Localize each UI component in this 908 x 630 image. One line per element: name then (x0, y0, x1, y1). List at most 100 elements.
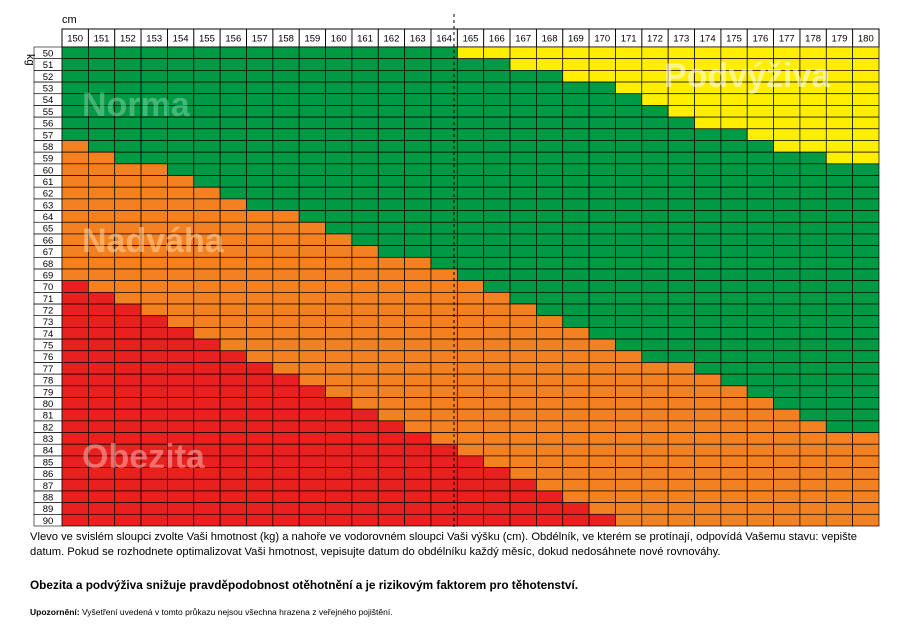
bmi-cell (852, 186, 880, 200)
bmi-cell (746, 221, 774, 235)
bmi-cell (641, 315, 669, 328)
bmi-cell (193, 408, 221, 422)
bmi-cell (430, 432, 458, 445)
height-tick: 162 (384, 34, 400, 45)
bmi-cell (509, 105, 537, 118)
bmi-cell (667, 186, 695, 200)
bmi-cell (325, 327, 353, 340)
bmi-cell (325, 256, 353, 270)
bmi-cell (641, 373, 669, 387)
bmi-cell (773, 315, 801, 328)
bmi-cell (825, 513, 853, 527)
bmi-cell (852, 58, 880, 71)
bmi-cell (483, 490, 511, 503)
disclaimer-label: Upozornění: (30, 607, 80, 617)
weight-tick: 64 (43, 212, 54, 223)
bmi-cell (694, 373, 722, 387)
bmi-cell (799, 420, 827, 433)
bmi-cell (298, 443, 326, 457)
weight-tick: 71 (43, 294, 54, 305)
bmi-cell (694, 420, 722, 433)
bmi-cell (773, 163, 801, 176)
bmi-cell (219, 46, 247, 60)
bmi-cell (404, 350, 432, 363)
bmi-cell (272, 315, 300, 328)
bmi-cell (562, 303, 590, 317)
bmi-cell (246, 151, 274, 165)
bmi-cell (536, 233, 564, 246)
bmi-cell (377, 280, 405, 293)
bmi-cell (825, 467, 853, 480)
bmi-cell (114, 46, 142, 60)
bmi-cell (483, 478, 511, 492)
height-tick: 176 (752, 34, 768, 45)
bmi-cell (404, 93, 432, 106)
bmi-cell (773, 245, 801, 258)
bmi-cell (588, 338, 616, 352)
bmi-cell (615, 291, 643, 305)
bmi-cell (298, 245, 326, 258)
bmi-cell (61, 70, 89, 83)
bmi-cell (825, 198, 853, 211)
bmi-cell (456, 245, 485, 258)
bmi-cell (825, 502, 853, 515)
bmi-cell (219, 327, 247, 340)
bmi-cell (377, 70, 405, 83)
bmi-cell (799, 362, 827, 375)
bmi-cell (219, 420, 247, 433)
bmi-cell (377, 408, 405, 422)
bmi-cell (246, 256, 274, 270)
bmi-cell (720, 502, 748, 515)
bmi-cell (825, 408, 853, 422)
bmi-cell (246, 163, 274, 176)
bmi-cell (536, 186, 564, 200)
bmi-cell (694, 467, 722, 480)
bmi-cell (298, 221, 326, 235)
bmi-cell (167, 397, 195, 410)
bmi-cell (825, 210, 853, 223)
bmi-cell (852, 490, 880, 503)
bmi-cell (694, 443, 722, 457)
bmi-cell (773, 233, 801, 246)
weight-tick: 82 (43, 422, 54, 433)
bmi-cell (325, 420, 353, 433)
bmi-cell (114, 397, 142, 410)
bmi-cell (325, 140, 353, 153)
bmi-cell (61, 46, 89, 60)
bmi-cell (615, 362, 643, 375)
bmi-cell (615, 175, 643, 188)
bmi-cell (773, 268, 801, 282)
bmi-cell (799, 210, 827, 223)
bmi-cell (456, 58, 485, 71)
height-tick: 163 (410, 34, 426, 45)
bmi-cell (246, 81, 274, 95)
bmi-cell (404, 175, 432, 188)
bmi-cell (61, 420, 89, 433)
bmi-cell (140, 350, 168, 363)
bmi-cell (114, 70, 142, 83)
bmi-cell (852, 210, 880, 223)
bmi-cell (746, 140, 774, 153)
bmi-cell (377, 338, 405, 352)
bmi-cell (167, 163, 195, 176)
bmi-cell (509, 140, 537, 153)
bmi-cell (509, 93, 537, 106)
bmi-cell (377, 245, 405, 258)
bmi-cell (536, 128, 564, 141)
bmi-cell (430, 268, 458, 282)
bmi-cell (641, 490, 669, 503)
weight-tick: 55 (43, 107, 54, 118)
bmi-cell (351, 256, 379, 270)
bmi-cell (562, 198, 590, 211)
bmi-cell (509, 513, 537, 527)
bmi-cell (377, 420, 405, 433)
bmi-cell (667, 198, 695, 211)
bmi-cell (167, 315, 195, 328)
bmi-cell (562, 291, 590, 305)
bmi-cell (219, 221, 247, 235)
bmi-cell (562, 362, 590, 375)
bmi-cell (720, 513, 748, 527)
bmi-cell (272, 81, 300, 95)
bmi-cell (325, 163, 353, 176)
bmi-cell (615, 116, 643, 130)
